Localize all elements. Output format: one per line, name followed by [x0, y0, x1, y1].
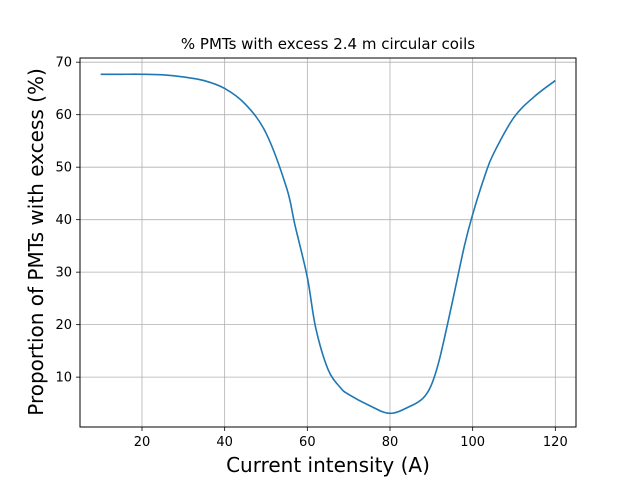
y-axis-ticks: 10 20 30 40 50 60 70 [55, 56, 80, 386]
y-axis-label: Proportion of PMTs with excess (%) [24, 68, 48, 416]
y-tick-label: 20 [55, 318, 72, 333]
x-tick-label: 60 [299, 435, 316, 450]
x-tick-label: 80 [382, 435, 399, 450]
x-axis-label: Current intensity (A) [226, 453, 430, 477]
series-group [100, 73, 556, 415]
y-tick-label: 30 [55, 266, 72, 281]
x-tick-label: 100 [460, 435, 485, 450]
series-line [100, 73, 556, 415]
x-tick-label: 40 [216, 435, 233, 450]
x-tick-label: 20 [134, 435, 151, 450]
grid-lines [80, 58, 576, 427]
x-axis-ticks: 20 40 60 80 100 120 [134, 427, 568, 450]
y-tick-label: 50 [55, 161, 72, 176]
plot-frame [79, 57, 577, 428]
y-tick-label: 40 [55, 213, 72, 228]
y-tick-label: 60 [55, 108, 72, 123]
y-tick-label: 10 [55, 371, 72, 386]
y-tick-label: 70 [55, 56, 72, 71]
chart-title: % PMTs with excess 2.4 m circular coils [181, 35, 475, 53]
x-tick-label: 120 [543, 435, 568, 450]
